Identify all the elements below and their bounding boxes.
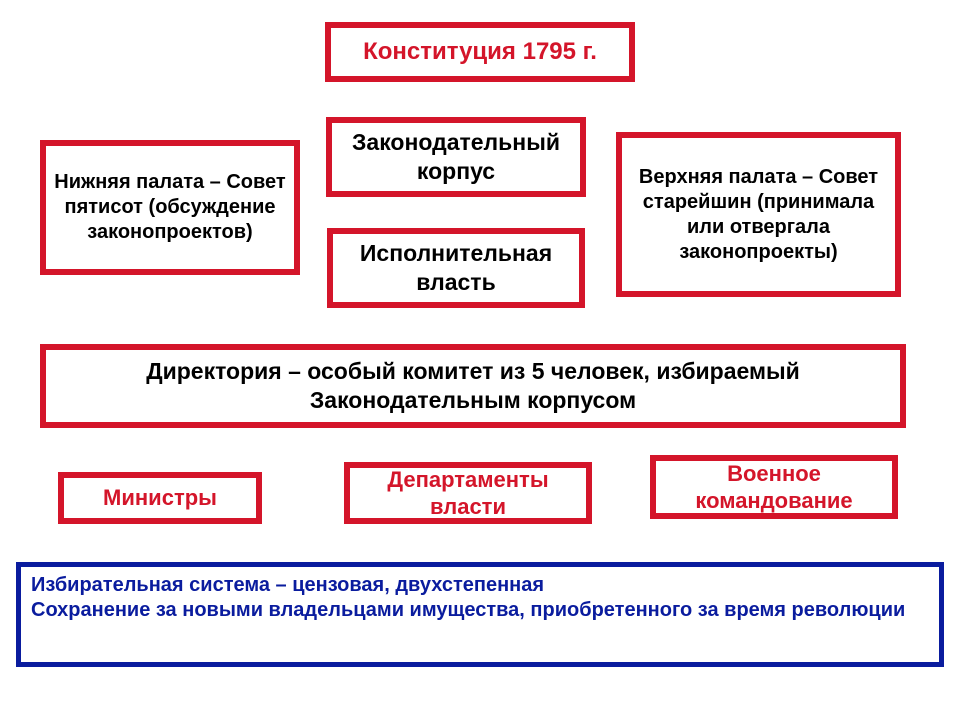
directory-text: Директория – особый комитет из 5 человек…: [46, 353, 900, 419]
ministers-text: Министры: [64, 480, 256, 516]
upper-chamber-text: Верхняя палата – Совет старейшин (приним…: [622, 161, 895, 269]
upper-chamber-box: Верхняя палата – Совет старейшин (приним…: [616, 132, 901, 297]
directory-box: Директория – особый комитет из 5 человек…: [40, 344, 906, 428]
departments-box: Департаменты власти: [344, 462, 592, 524]
military-text: Военное командование: [656, 456, 892, 519]
title-box: Конституция 1795 г.: [325, 22, 635, 82]
executive-box: Исполнительная власть: [327, 228, 585, 308]
legislative-text: Законодательный корпус: [332, 124, 580, 190]
lower-chamber-box: Нижняя палата – Совет пятисот (обсуждени…: [40, 140, 300, 275]
departments-text: Департаменты власти: [350, 462, 586, 525]
title-text: Конституция 1795 г.: [331, 33, 629, 71]
military-box: Военное командование: [650, 455, 898, 519]
executive-text: Исполнительная власть: [333, 235, 579, 301]
lower-chamber-text: Нижняя палата – Совет пятисот (обсуждени…: [46, 166, 294, 249]
legislative-box: Законодательный корпус: [326, 117, 586, 197]
ministers-box: Министры: [58, 472, 262, 524]
note-text: Избирательная система – цензовая, двухст…: [21, 567, 939, 629]
note-box: Избирательная система – цензовая, двухст…: [16, 562, 944, 667]
